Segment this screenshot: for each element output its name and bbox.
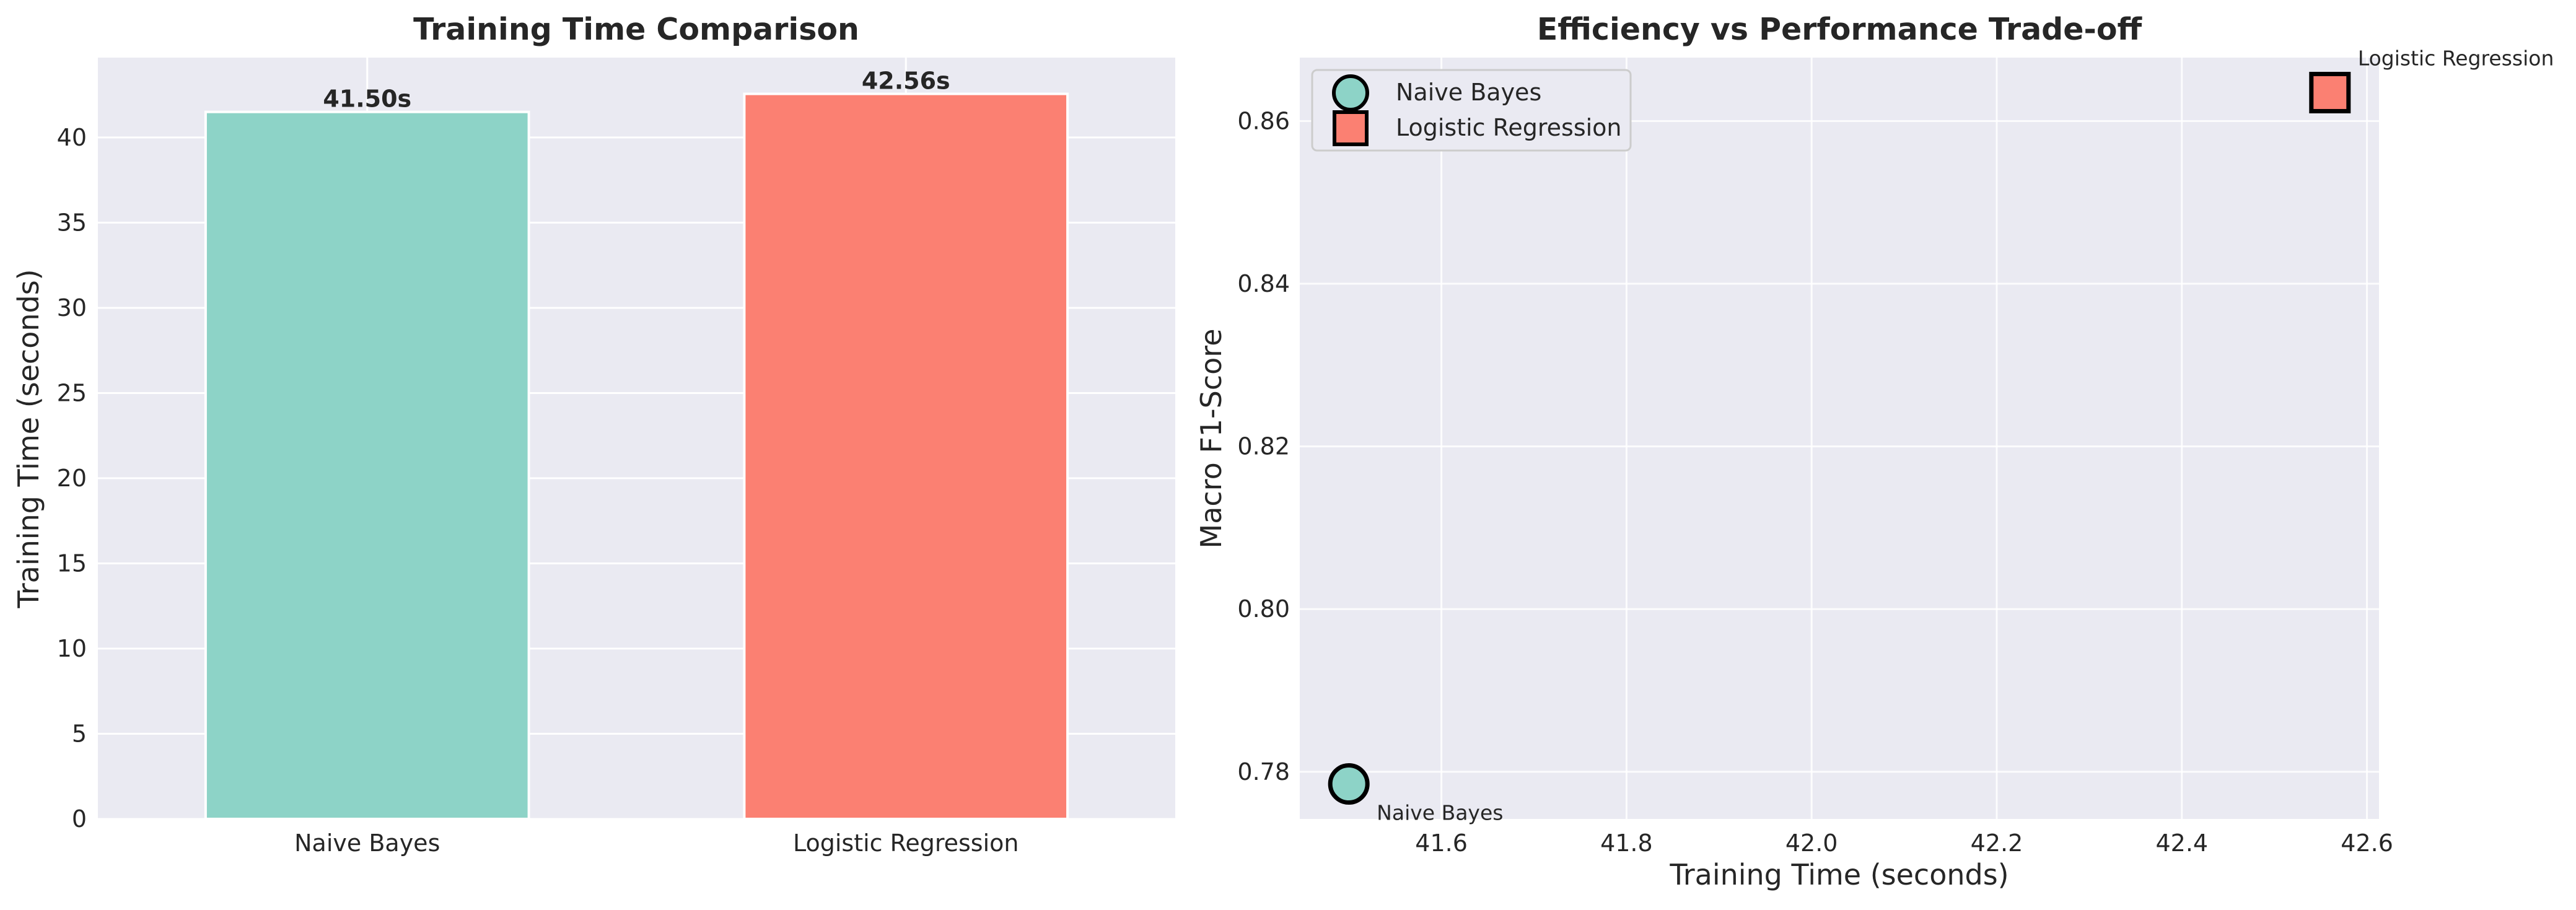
- bar-logistic-regression: [743, 92, 1069, 820]
- bar-x-tick-label: Naive Bayes: [294, 829, 440, 857]
- scatter-x-tick-label: 41.6: [1415, 829, 1468, 857]
- bar-y-ticks: 0 5 10 15 20 25 30 35 40: [57, 124, 87, 833]
- bar-y-tick-label: 0: [72, 805, 87, 833]
- legend-box: [1311, 69, 1632, 152]
- bar-data-label: 41.50s: [323, 85, 411, 113]
- scatter-x-ticks: 41.6 41.8 42.0 42.2 42.4 42.6: [1415, 829, 2393, 857]
- bar-naive-bayes: [204, 110, 530, 821]
- scatter-y-tick-label: 0.84: [1237, 270, 1290, 297]
- scatter-x-tick-label: 42.6: [2341, 829, 2393, 857]
- legend-label-logistic-regression: Logistic Regression: [1396, 114, 1622, 141]
- scatter-x-axis-label: Training Time (seconds): [1669, 858, 2009, 891]
- scatter-annotations: Naive Bayes Logistic Regression: [1377, 46, 2554, 825]
- scatter-grid: [1300, 58, 2379, 819]
- legend-label-naive-bayes: Naive Bayes: [1396, 79, 1541, 106]
- bar-data-labels: 41.50s 42.56s: [323, 68, 950, 113]
- bar-y-tick-label: 10: [57, 635, 87, 662]
- bar-y-axis-label: Training Time (seconds): [12, 269, 45, 608]
- bar-y-tick-label: 25: [57, 379, 87, 406]
- scatter-y-axis-label: Macro F1-Score: [1194, 329, 1228, 549]
- bar-chart: 0 5 10 15 20 25 30 35 40 Naive Bayes Logistic Reg…: [12, 12, 1175, 857]
- bar-y-tick-label: 30: [57, 294, 87, 322]
- scatter-y-tick-label: 0.86: [1237, 107, 1290, 134]
- scatter-x-tick-label: 42.0: [1785, 829, 1838, 857]
- bar-x-tick-label: Logistic Regression: [793, 829, 1019, 857]
- scatter-annotation-logistic-regression: Logistic Regression: [2358, 46, 2554, 70]
- bar-y-tick-label: 5: [72, 720, 87, 747]
- scatter-y-tick-label: 0.78: [1237, 758, 1290, 785]
- bar-y-tick-label: 20: [57, 465, 87, 492]
- legend: Naive Bayes Logistic Regression: [1311, 69, 1632, 152]
- scatter-x-tick-label: 42.4: [2155, 829, 2208, 857]
- scatter-chart-title: Efficiency vs Performance Trade-off: [1537, 12, 2143, 47]
- bar-bars: [204, 92, 1069, 821]
- bar-data-label: 42.56s: [862, 68, 950, 95]
- scatter-point-naive-bayes: [1328, 763, 1370, 805]
- bar-chart-title: Training Time Comparison: [413, 12, 859, 47]
- legend-marker-logistic-regression: [1333, 110, 1369, 146]
- scatter-x-tick-label: 41.8: [1600, 829, 1653, 857]
- scatter-plot-area: [1300, 58, 2379, 819]
- bar-y-tick-label: 35: [57, 209, 87, 236]
- bar-y-tick-label: 40: [57, 124, 87, 151]
- scatter-annotation-naive-bayes: Naive Bayes: [1377, 801, 1503, 825]
- legend-marker-naive-bayes: [1332, 74, 1369, 112]
- scatter-point-logistic-regression: [2309, 71, 2351, 113]
- bar-y-tick-label: 15: [57, 549, 87, 577]
- scatter-y-tick-label: 0.82: [1237, 433, 1290, 460]
- bar-x-ticks: Naive Bayes Logistic Regression: [294, 829, 1019, 857]
- scatter-y-ticks: 0.78 0.80 0.82 0.84 0.86: [1237, 107, 1290, 785]
- scatter-x-tick-label: 42.2: [1971, 829, 2023, 857]
- scatter-points: [1328, 71, 2351, 805]
- scatter-y-tick-label: 0.80: [1237, 595, 1290, 623]
